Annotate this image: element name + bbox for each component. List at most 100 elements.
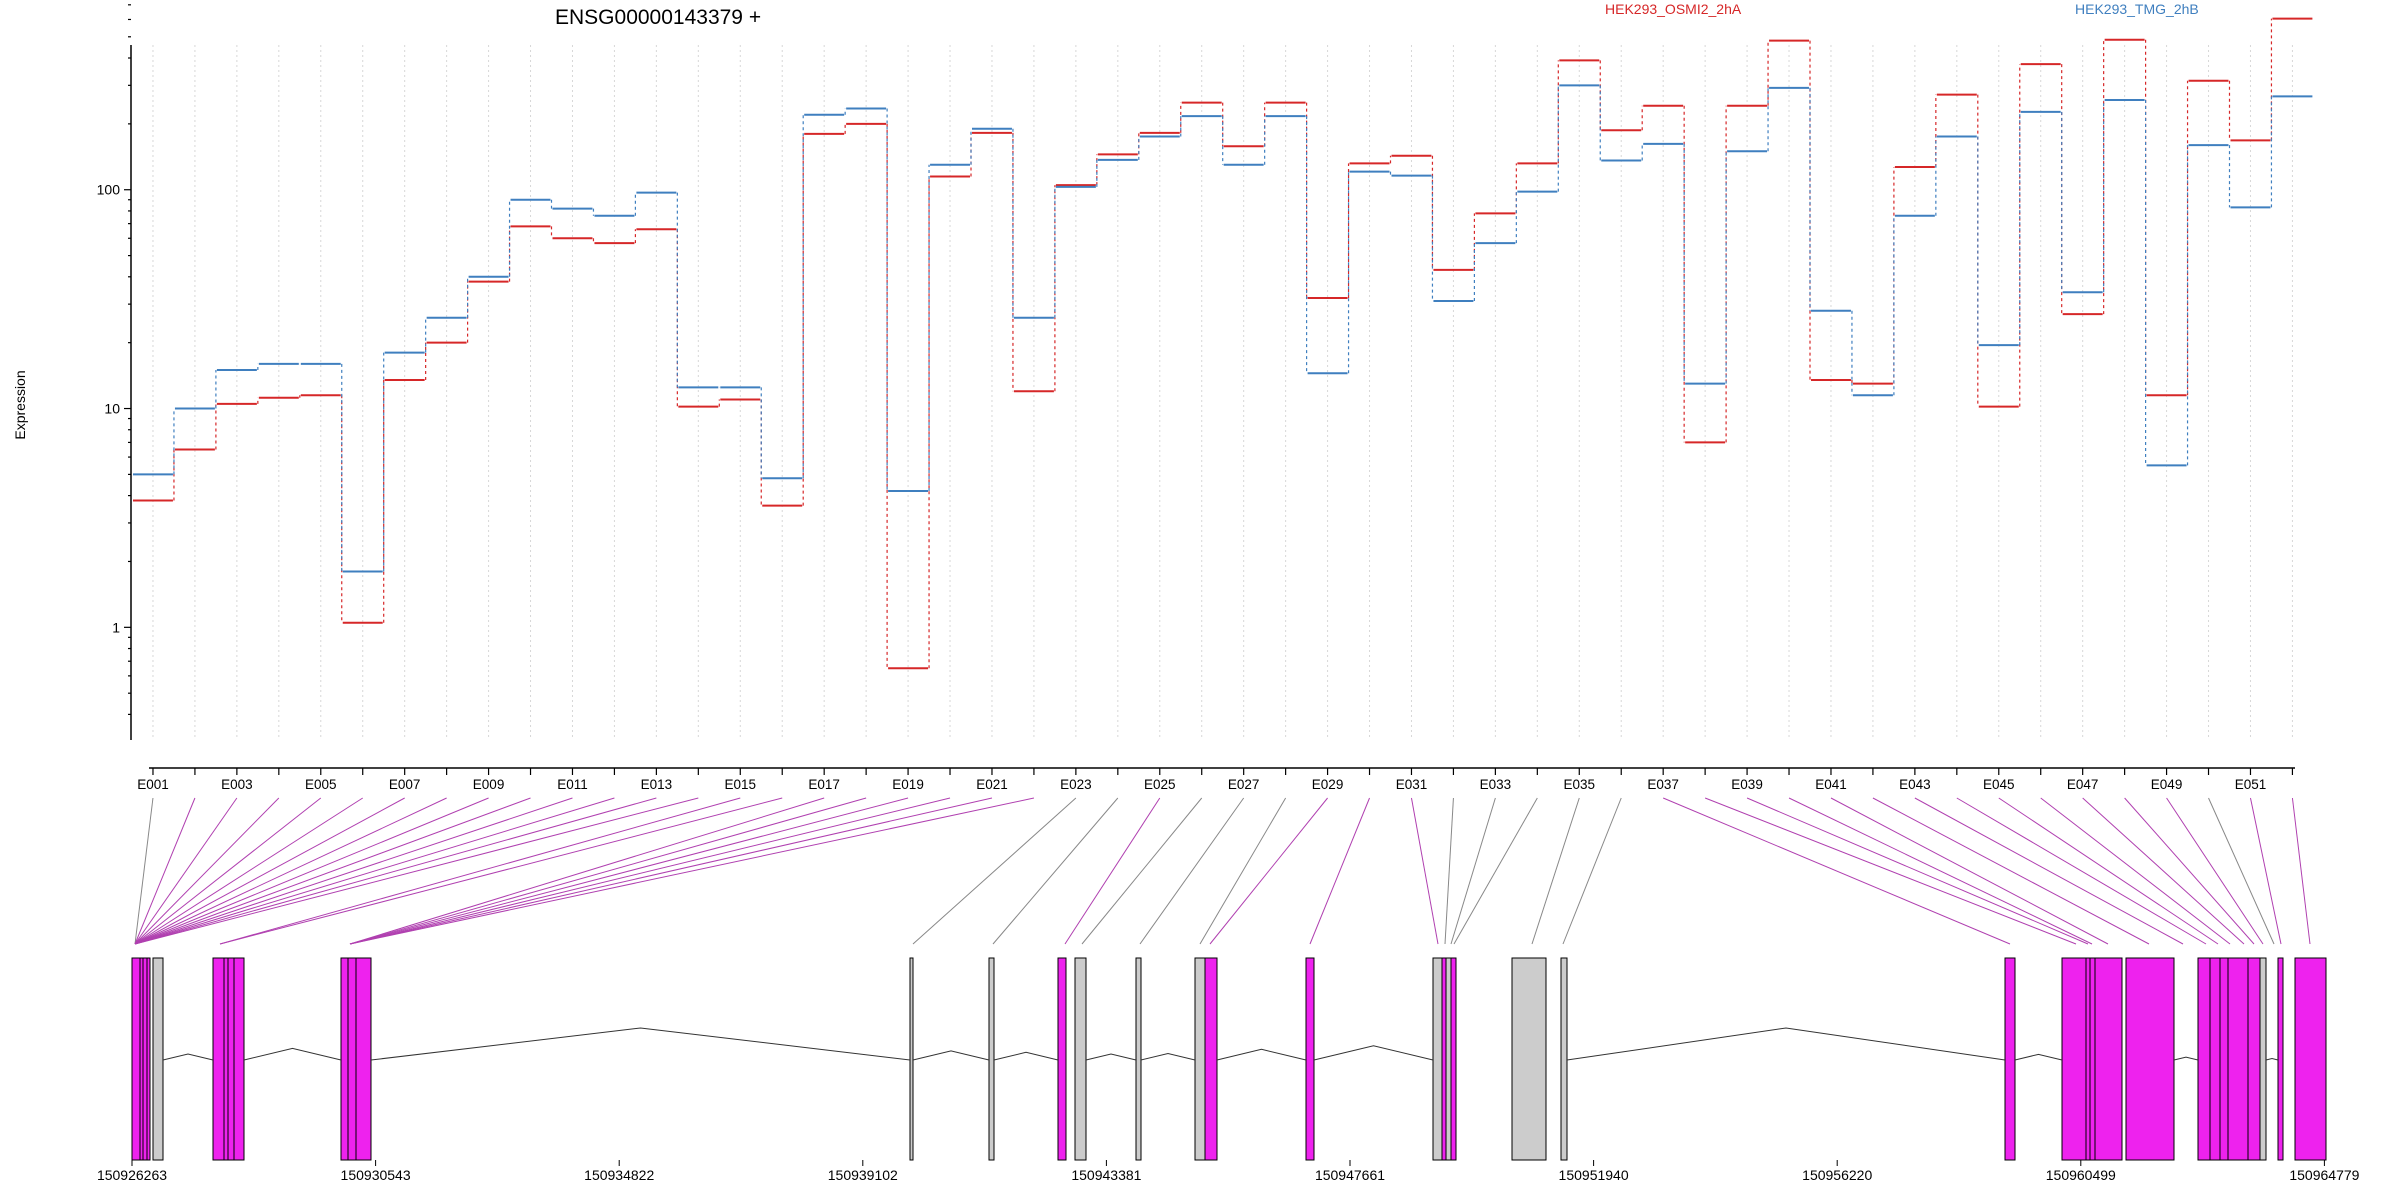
exon-block xyxy=(1445,957,1452,1161)
exon-block xyxy=(1057,957,1067,1161)
x-tick-label: E045 xyxy=(1983,777,2015,792)
intron-line xyxy=(912,1050,990,1061)
exon-connector xyxy=(134,797,657,945)
exon-block xyxy=(1441,957,1447,1161)
exon-connector xyxy=(349,797,825,945)
series-lines xyxy=(133,17,2313,670)
exon-block xyxy=(2259,957,2267,1161)
grid-lines xyxy=(152,45,2293,740)
exon-connector xyxy=(1199,797,1287,945)
exon-connector xyxy=(1450,797,1496,945)
exon-block xyxy=(212,957,225,1161)
exon-block xyxy=(988,957,995,1161)
y-axis-ticks: 1 10 100 xyxy=(97,4,131,716)
x-tick-label: E037 xyxy=(1647,777,1679,792)
intron-line xyxy=(1566,1027,2006,1061)
exon-block xyxy=(1450,957,1457,1161)
exon-block xyxy=(347,957,357,1161)
coordinate-label: 150960499 xyxy=(2046,1167,2116,1183)
x-tick-label: E003 xyxy=(221,777,253,792)
exon-block xyxy=(909,957,914,1161)
intron-line xyxy=(2014,1053,2063,1061)
y-tick-label: 10 xyxy=(104,401,120,417)
exon-connector xyxy=(1309,797,1370,945)
legend-series-2: HEK293_TMG_2hB xyxy=(2075,1,2199,17)
x-tick-label: E039 xyxy=(1731,777,1763,792)
exon-block xyxy=(146,957,151,1161)
x-tick-label: E007 xyxy=(389,777,421,792)
exon-connector xyxy=(349,797,1035,945)
exon-connector xyxy=(134,797,615,945)
coordinate-label: 150951940 xyxy=(1559,1167,1629,1183)
x-tick-label: E023 xyxy=(1060,777,1092,792)
x-tick-label: E049 xyxy=(2151,777,2183,792)
exon-block xyxy=(2277,957,2284,1161)
exon-block xyxy=(142,957,148,1161)
exon-block xyxy=(2209,957,2221,1161)
exon-connector xyxy=(2082,797,2245,945)
exon-block xyxy=(2219,957,2229,1161)
exon-block xyxy=(2294,957,2327,1161)
intron-line xyxy=(1313,1045,1434,1061)
exon-connector xyxy=(134,797,447,945)
exon-connector xyxy=(2249,797,2282,945)
exon-connector xyxy=(1444,797,1454,945)
exon-block xyxy=(227,957,235,1161)
coordinate-label: 150964779 xyxy=(2289,1167,2359,1183)
x-tick-label: E029 xyxy=(1312,777,1344,792)
exon-connector xyxy=(1746,797,2089,945)
x-tick-label: E013 xyxy=(641,777,673,792)
coordinate-label: 150930543 xyxy=(341,1167,411,1183)
exon-connector xyxy=(1562,797,1622,945)
exon-block xyxy=(2227,957,2249,1161)
exon-connector xyxy=(134,797,196,945)
exon-connector xyxy=(2208,797,2275,945)
x-tick-label: E009 xyxy=(473,777,505,792)
exon-block xyxy=(2004,957,2016,1161)
x-tick-label: E051 xyxy=(2235,777,2267,792)
exon-connector xyxy=(2124,797,2255,945)
exon-block xyxy=(1074,957,1087,1161)
exon-block xyxy=(355,957,372,1161)
exon-connector xyxy=(134,797,238,945)
exon-connector xyxy=(1453,797,1538,945)
exon-connector xyxy=(1956,797,2207,945)
exon-connector xyxy=(134,797,280,945)
intron-line xyxy=(1140,1053,1196,1061)
exon-block xyxy=(2125,957,2175,1161)
x-tick-label: E017 xyxy=(808,777,840,792)
intron-line xyxy=(2265,1058,2279,1061)
exon-block xyxy=(152,957,164,1161)
exon-block xyxy=(233,957,245,1161)
exon-connector xyxy=(349,797,993,945)
x-tick-label: E011 xyxy=(557,777,588,792)
exon-block xyxy=(1511,957,1547,1161)
exon-connector xyxy=(1998,797,2219,945)
exon-connector xyxy=(1662,797,2011,945)
exon-connector xyxy=(1914,797,2184,945)
exon-connector xyxy=(2166,797,2264,945)
x-tick-label: E005 xyxy=(305,777,337,792)
exon-block xyxy=(2247,957,2261,1161)
exon-connector xyxy=(992,797,1119,945)
x-tick-label: E015 xyxy=(725,777,757,792)
exon-connector xyxy=(1531,797,1580,945)
exon-connector xyxy=(1139,797,1245,945)
exon-connector xyxy=(1704,797,2077,945)
exon-connector xyxy=(912,797,1077,945)
coordinate-label: 150947661 xyxy=(1315,1167,1385,1183)
exon-connector xyxy=(1209,797,1328,945)
y-tick-label: 100 xyxy=(97,182,121,198)
exon-block xyxy=(223,957,229,1161)
x-tick-label: E043 xyxy=(1899,777,1931,792)
intron-line xyxy=(1216,1048,1307,1061)
exon-connector xyxy=(2040,797,2231,945)
coordinate-label: 150943381 xyxy=(1071,1167,1141,1183)
exon-connector xyxy=(134,797,489,945)
x-tick-label: E027 xyxy=(1228,777,1260,792)
x-tick-label: E047 xyxy=(2067,777,2099,792)
exon-connector xyxy=(349,797,909,945)
intron-line xyxy=(370,1027,911,1061)
exon-connector xyxy=(1872,797,2150,945)
